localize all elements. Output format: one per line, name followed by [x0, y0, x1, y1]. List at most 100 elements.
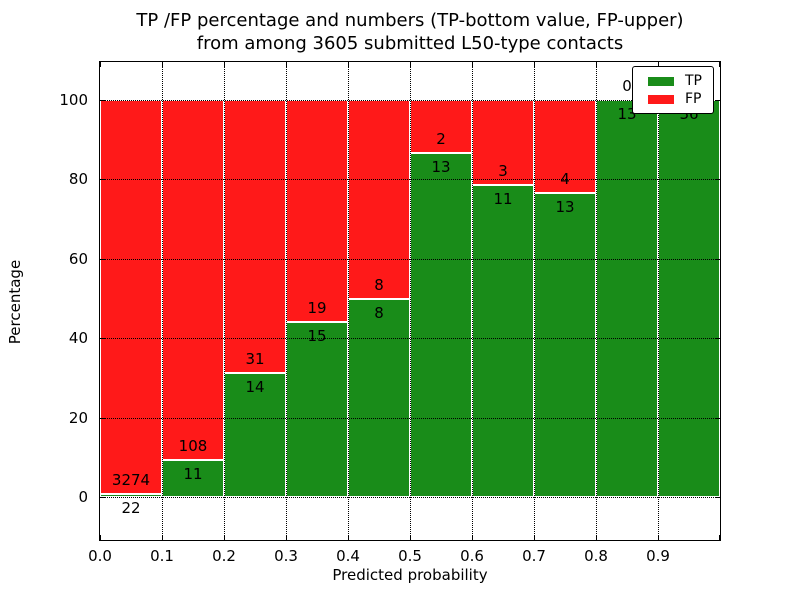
y-tick-mark	[100, 100, 105, 101]
y-tick-mark	[100, 338, 105, 340]
vertical-gridline	[534, 62, 535, 540]
y-tick-mark	[715, 417, 720, 419]
x-tick-mark	[100, 535, 101, 540]
fp-color-swatch-icon	[648, 94, 674, 104]
x-tick-mark	[719, 62, 720, 67]
x-tick-mark	[658, 535, 659, 540]
x-tick-label: 0.8	[584, 547, 608, 565]
legend-label-tp: TP	[685, 72, 702, 89]
x-tick-label: 0.9	[646, 547, 670, 565]
x-tick-mark	[224, 535, 225, 540]
x-tick-label: 0.5	[398, 547, 422, 565]
tp-bar-segment	[100, 494, 162, 497]
legend-label-fp: FP	[685, 90, 702, 107]
horizontal-gridline	[100, 258, 720, 260]
x-tick-mark	[286, 62, 287, 67]
y-tick-label: 20	[68, 408, 88, 427]
horizontal-gridline	[100, 417, 720, 419]
vertical-gridline	[348, 62, 349, 540]
horizontal-gridline	[100, 100, 720, 101]
fp-bar-segment	[348, 100, 410, 299]
x-tick-mark	[100, 62, 101, 67]
chart-title-line2: from among 3605 submitted L50-type conta…	[196, 33, 624, 54]
tp-count-label: 13	[555, 198, 575, 217]
tp-bar-segment	[534, 193, 596, 497]
x-tick-label: 0.2	[212, 547, 236, 565]
x-tick-mark	[658, 62, 659, 67]
fp-bar-segment	[100, 100, 162, 495]
x-tick-mark	[348, 62, 349, 67]
x-tick-label: 0.7	[522, 547, 546, 565]
x-tick-mark	[286, 535, 287, 540]
vertical-gridline	[162, 62, 163, 540]
x-tick-label: 0.6	[460, 547, 484, 565]
fp-bar-segment	[286, 100, 348, 322]
y-tick-mark	[715, 338, 720, 340]
horizontal-gridline	[100, 338, 720, 340]
vertical-gridline	[224, 62, 225, 540]
x-tick-mark	[224, 62, 225, 67]
x-tick-mark	[162, 62, 163, 67]
tp-count-label: 15	[307, 326, 327, 345]
horizontal-gridline	[100, 497, 720, 498]
x-tick-mark	[410, 62, 411, 67]
fp-count-label: 4	[560, 170, 570, 189]
x-tick-mark	[596, 535, 597, 540]
fp-count-label: 3	[498, 162, 508, 181]
x-tick-label: 0.1	[150, 547, 174, 565]
x-tick-label: 0.3	[274, 547, 298, 565]
tp-bar-segment	[596, 100, 658, 497]
x-tick-mark	[410, 535, 411, 540]
vertical-gridline	[596, 62, 597, 540]
chart-title-line1: TP /FP percentage and numbers (TP-bottom…	[136, 10, 684, 31]
x-tick-mark	[472, 62, 473, 67]
chart-title: TP /FP percentage and numbers (TP-bottom…	[0, 9, 800, 55]
tp-count-label: 14	[245, 378, 265, 397]
fp-count-label: 31	[245, 350, 265, 369]
x-tick-mark	[719, 535, 720, 540]
legend: TP FP	[632, 66, 714, 114]
fp-count-label: 2	[436, 129, 446, 148]
legend-entry-fp: FP	[633, 90, 713, 107]
y-tick-mark	[715, 497, 720, 498]
fp-count-label: 108	[178, 437, 208, 456]
fp-count-label: 8	[374, 275, 384, 294]
tp-count-label: 13	[431, 157, 451, 176]
fp-bar-segment	[162, 100, 224, 461]
y-tick-label: 0	[78, 488, 88, 506]
vertical-gridline	[472, 62, 473, 540]
y-tick-label: 60	[68, 249, 88, 268]
tp-bar-segment	[348, 298, 410, 497]
fp-count-label: 0	[622, 77, 632, 95]
y-axis-label: Percentage	[6, 259, 24, 345]
x-tick-mark	[534, 535, 535, 540]
y-tick-label: 40	[68, 329, 88, 348]
y-tick-label: 80	[68, 170, 88, 189]
x-tick-mark	[162, 535, 163, 540]
tp-count-label: 13	[617, 105, 637, 123]
vertical-gridline	[286, 62, 287, 540]
x-tick-mark	[472, 535, 473, 540]
legend-entry-tp: TP	[633, 72, 713, 89]
tp-bar-segment	[162, 460, 224, 497]
y-tick-mark	[715, 100, 720, 101]
vertical-gridline	[410, 62, 411, 540]
x-tick-mark	[596, 62, 597, 67]
tp-bar-segment	[410, 152, 472, 497]
x-tick-label: 0.4	[336, 547, 360, 565]
x-tick-mark	[348, 535, 349, 540]
plot-area: 327422108113114191588213311413013036	[100, 62, 720, 540]
y-tick-mark	[715, 258, 720, 260]
vertical-gridline	[658, 62, 659, 540]
horizontal-gridline	[100, 179, 720, 181]
y-tick-mark	[715, 179, 720, 181]
y-tick-mark	[100, 258, 105, 260]
tp-bar-segment	[472, 185, 534, 497]
tp-bar-segment	[286, 321, 348, 497]
x-tick-label: 0.0	[88, 547, 112, 565]
tp-color-swatch-icon	[648, 76, 674, 86]
y-tick-mark	[100, 417, 105, 419]
x-tick-mark	[534, 62, 535, 67]
tp-count-label: 22	[121, 499, 141, 518]
